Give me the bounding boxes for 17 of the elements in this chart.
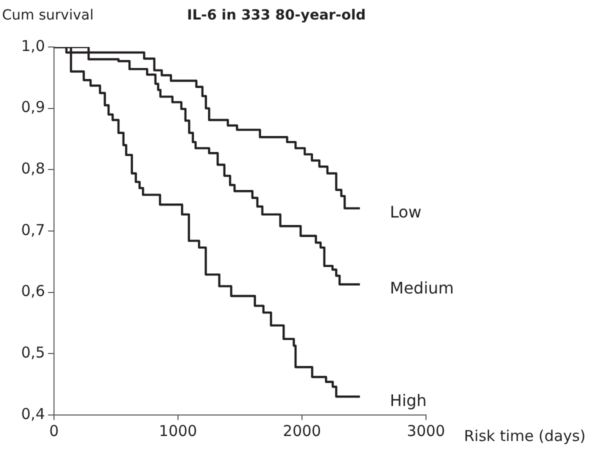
y-tick-label: 0,9 xyxy=(21,98,45,116)
chart-title: IL-6 in 333 80-year-old xyxy=(187,8,366,24)
x-tick-label: 3000 xyxy=(406,422,446,440)
y-tick-label: 0,5 xyxy=(21,344,45,362)
y-tick-label: 0,7 xyxy=(21,220,45,239)
y-tick-label: 1,0 xyxy=(21,36,45,55)
series-label: Low xyxy=(390,202,422,222)
series-label: High xyxy=(390,390,427,410)
x-axis-title: Risk time (days) xyxy=(464,426,586,445)
y-tick-label: 0,6 xyxy=(21,282,45,300)
x-tick-label: 0 xyxy=(49,422,59,440)
y-tick-label: 0,8 xyxy=(21,160,45,178)
x-tick-label: 2000 xyxy=(282,422,322,440)
series-label: Medium xyxy=(390,278,454,298)
x-tick-label: 1000 xyxy=(158,422,198,440)
y-tick-label: 0,4 xyxy=(21,404,45,423)
y-axis-title: Cum survival xyxy=(2,8,94,24)
